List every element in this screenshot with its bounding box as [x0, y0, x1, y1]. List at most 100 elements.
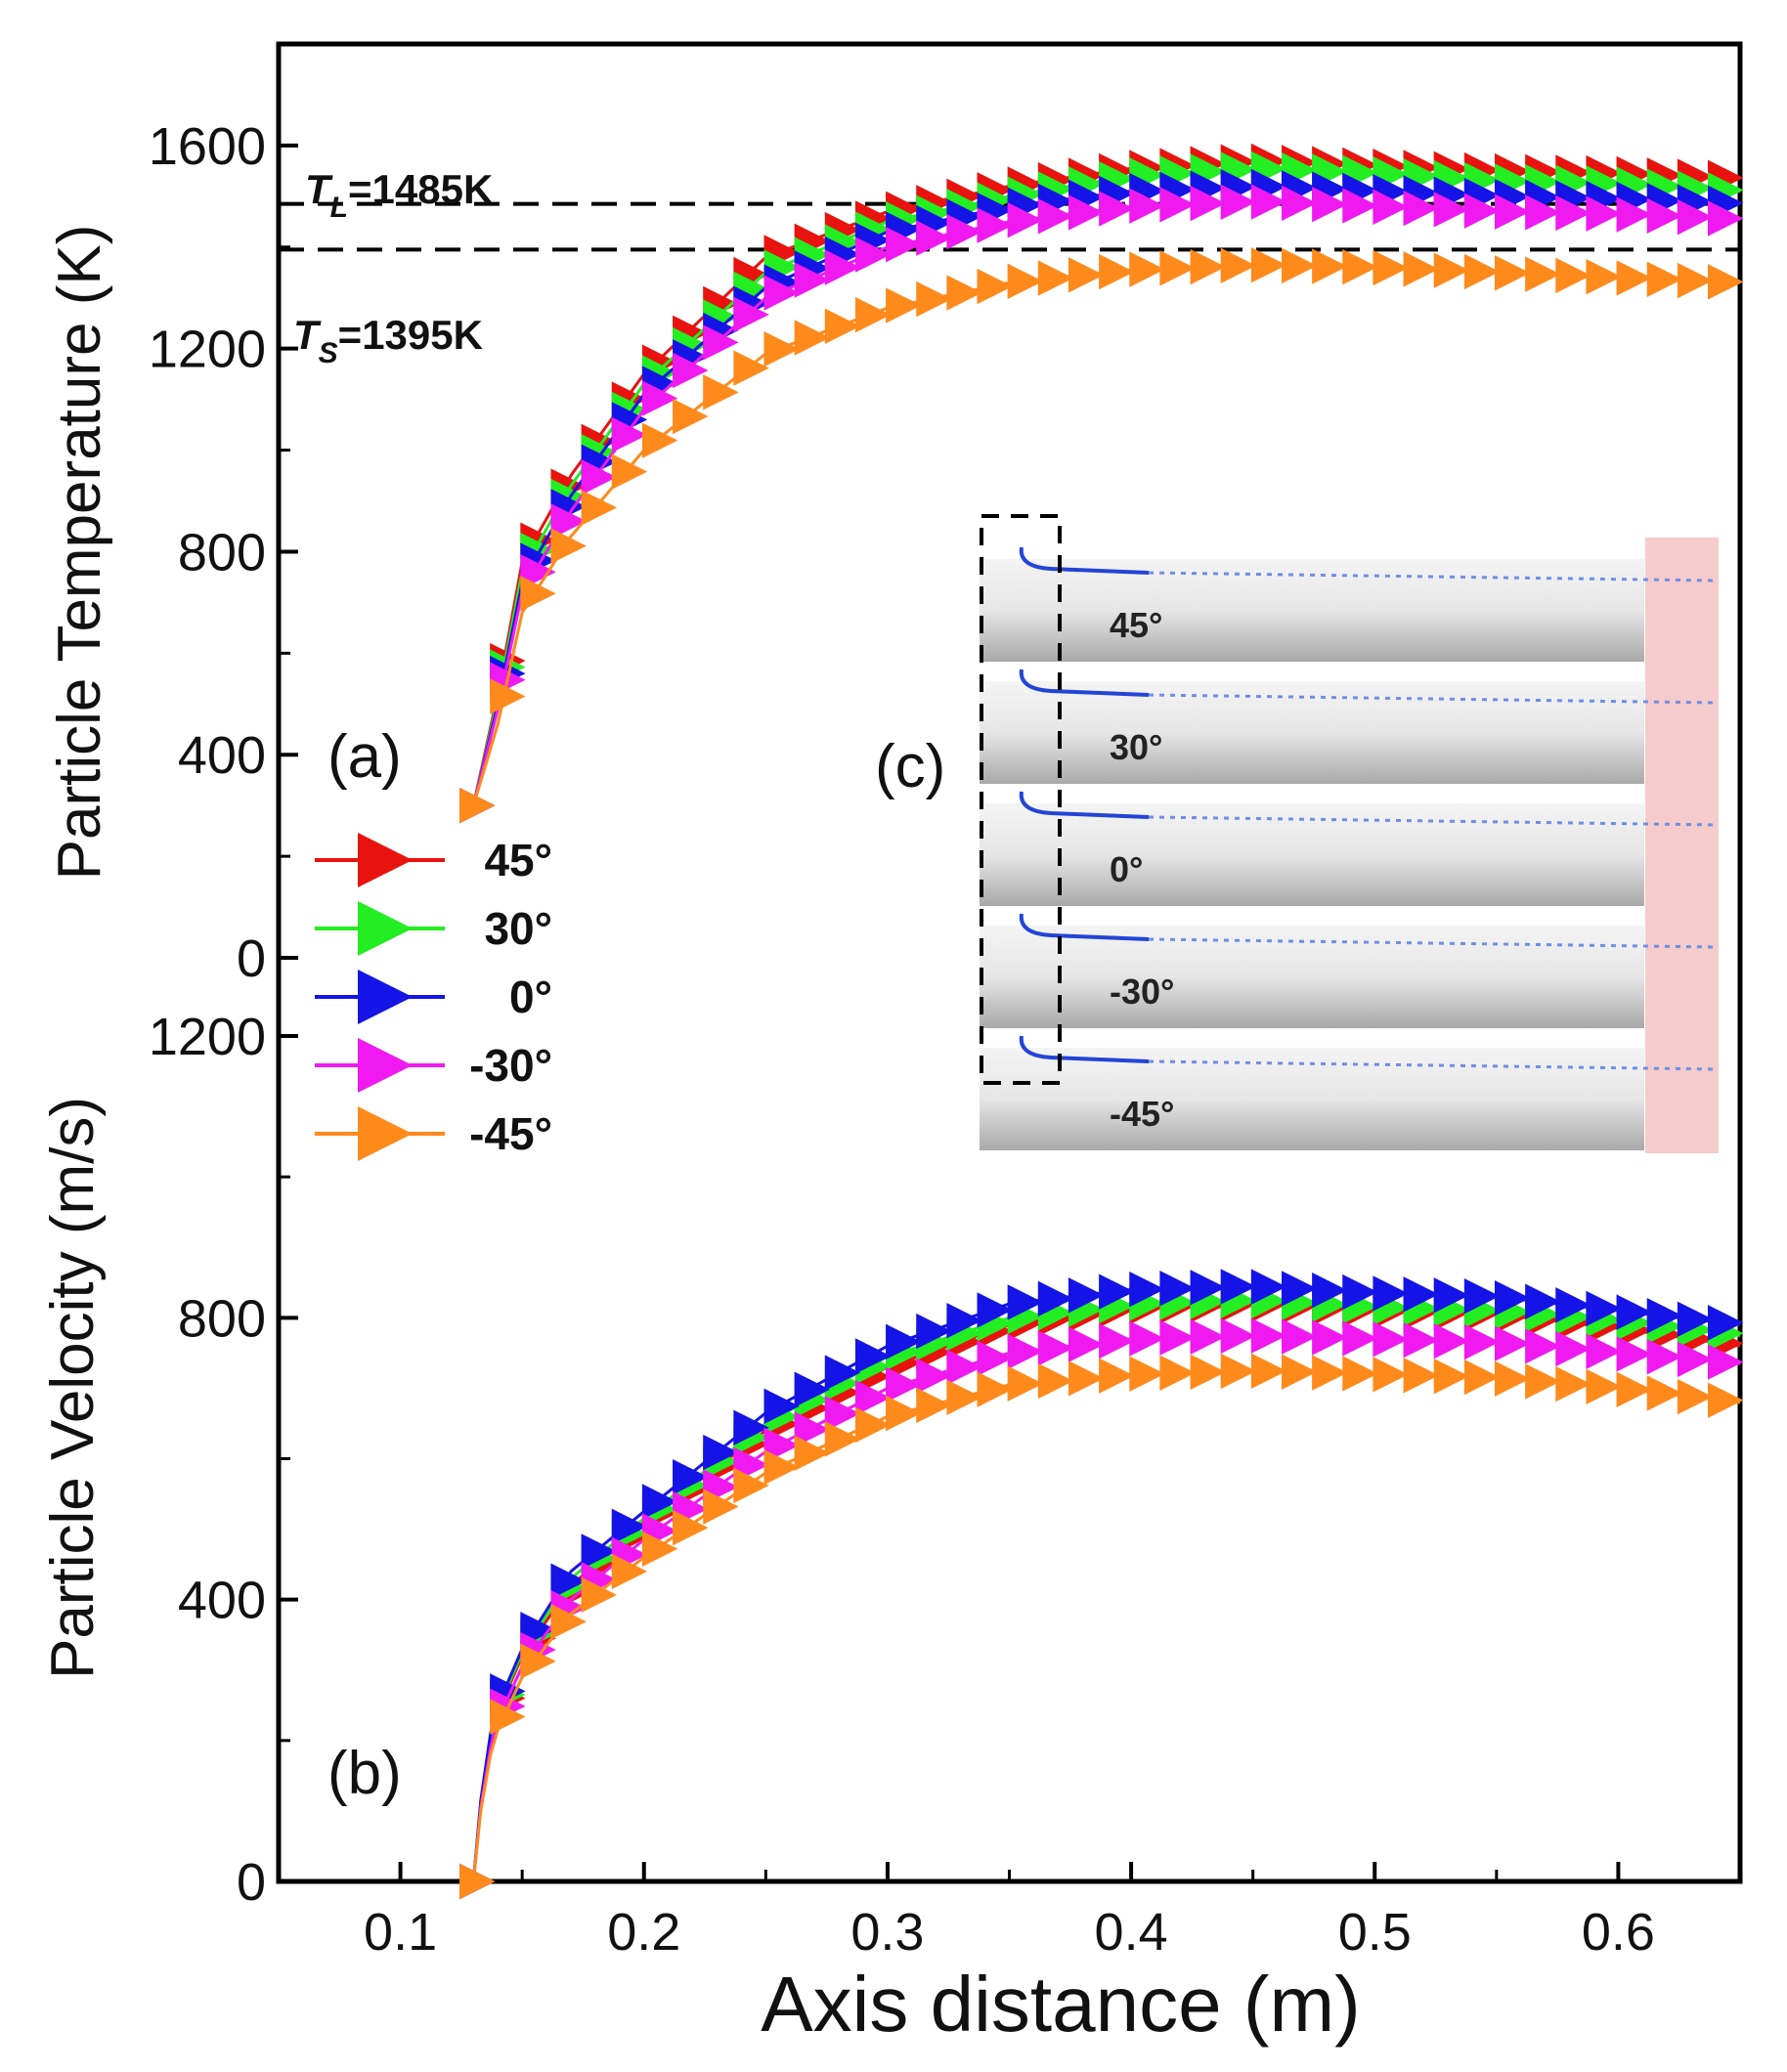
- inset-angle-label: -45°: [1110, 1094, 1174, 1134]
- data-point: [1373, 1275, 1409, 1312]
- data-point: [1281, 1271, 1318, 1307]
- inset-angle-label: 0°: [1110, 849, 1143, 889]
- data-point: [1068, 1277, 1105, 1314]
- data-point: [1342, 1273, 1378, 1311]
- data-point: [1555, 257, 1591, 294]
- data-point: [1312, 1355, 1348, 1391]
- data-point: [824, 1355, 861, 1391]
- y-tick-label: 1200: [149, 321, 266, 379]
- data-point: [550, 528, 587, 564]
- inset-highlight-region: [1645, 538, 1719, 1153]
- panel-label-c: (c): [875, 733, 945, 800]
- data-point: [1037, 198, 1074, 235]
- data-point: [1312, 1273, 1348, 1309]
- data-point: [1586, 1290, 1622, 1327]
- data-point: [1129, 251, 1165, 287]
- data-point: [1586, 258, 1622, 295]
- velocity-series: [459, 1269, 1744, 1900]
- data-point: [1159, 1319, 1196, 1356]
- data-point: [1099, 253, 1135, 290]
- data-point: [1068, 257, 1105, 293]
- data-point: [1708, 264, 1744, 300]
- data-point: [1708, 1382, 1744, 1418]
- data-point: [1463, 1359, 1501, 1396]
- data-point: [1586, 195, 1622, 232]
- particle-scatter: [1148, 693, 1717, 705]
- data-point: [916, 281, 952, 318]
- data-point: [1403, 251, 1439, 287]
- data-point: [1068, 194, 1105, 231]
- legend-label: 45°: [484, 835, 552, 885]
- inset-angle-label: -30°: [1110, 971, 1174, 1012]
- data-point: [1099, 191, 1135, 227]
- data-point: [1646, 1375, 1683, 1411]
- data-point: [703, 324, 739, 361]
- data-point: [673, 1459, 709, 1495]
- data-point: [1250, 1353, 1287, 1389]
- data-point: [1433, 1322, 1470, 1360]
- data-point: [1281, 185, 1318, 222]
- data-point: [1403, 1276, 1439, 1313]
- data-point: [1708, 200, 1744, 237]
- inset-angle-label: 45°: [1110, 605, 1162, 645]
- data-point: [1007, 1284, 1044, 1320]
- data-point: [1159, 187, 1196, 223]
- data-point: [977, 1292, 1013, 1328]
- data-point: [977, 1340, 1013, 1376]
- series-line--30°: [471, 1333, 1741, 1882]
- data-point: [459, 1863, 496, 1900]
- data-point: [1555, 194, 1591, 232]
- data-point: [1220, 184, 1257, 221]
- data-point: [550, 1603, 587, 1640]
- data-point: [1463, 253, 1501, 290]
- data-point: [1646, 197, 1683, 235]
- data-point: [1373, 249, 1409, 286]
- data-point: [1494, 1360, 1531, 1397]
- data-point: [1525, 1283, 1561, 1319]
- data-point: [1342, 188, 1378, 224]
- x-axis-label: Axis distance (m): [761, 1961, 1360, 2048]
- legend-label: 0°: [509, 971, 552, 1022]
- particle-stream: [1019, 546, 1150, 575]
- data-point: [550, 503, 587, 540]
- y-tick-label: 400: [178, 1572, 266, 1630]
- temperature-series: [459, 143, 1744, 824]
- y-tick-label: 800: [178, 1289, 266, 1348]
- data-point: [358, 1038, 413, 1093]
- data-point: [1463, 1323, 1501, 1360]
- data-point: [1433, 1358, 1470, 1395]
- data-point: [358, 901, 413, 956]
- data-point: [1159, 1355, 1196, 1391]
- particle-scatter: [1148, 571, 1717, 583]
- velocity-y-axis-label: Particle Velocity (m/s): [39, 1097, 107, 1679]
- inset-angle-label: 30°: [1110, 727, 1162, 767]
- data-point: [1099, 1273, 1135, 1310]
- data-point: [824, 1396, 861, 1432]
- data-point: [886, 1366, 922, 1403]
- data-point: [977, 207, 1013, 243]
- data-point: [1007, 263, 1044, 300]
- series-line-45°: [471, 1302, 1741, 1882]
- data-point: [1403, 1358, 1439, 1394]
- data-point: [1099, 1322, 1135, 1360]
- data-point: [1281, 1354, 1318, 1390]
- data-point: [1616, 1371, 1652, 1408]
- particle-stream: [1019, 669, 1150, 697]
- data-point: [611, 1508, 648, 1545]
- data-point: [886, 1395, 922, 1432]
- legend-label: -45°: [469, 1108, 552, 1159]
- data-point: [1403, 1322, 1439, 1359]
- data-point: [520, 576, 556, 612]
- data-point: [1190, 185, 1226, 222]
- data-point: [763, 1388, 800, 1424]
- data-point: [641, 422, 678, 458]
- data-point: [1037, 260, 1074, 296]
- data-point: [794, 262, 831, 298]
- data-point: [916, 1313, 952, 1350]
- data-point: [490, 678, 526, 714]
- data-point: [358, 833, 413, 887]
- y-tick-label: 400: [178, 726, 266, 785]
- data-point: [673, 398, 709, 435]
- data-point: [1403, 190, 1439, 227]
